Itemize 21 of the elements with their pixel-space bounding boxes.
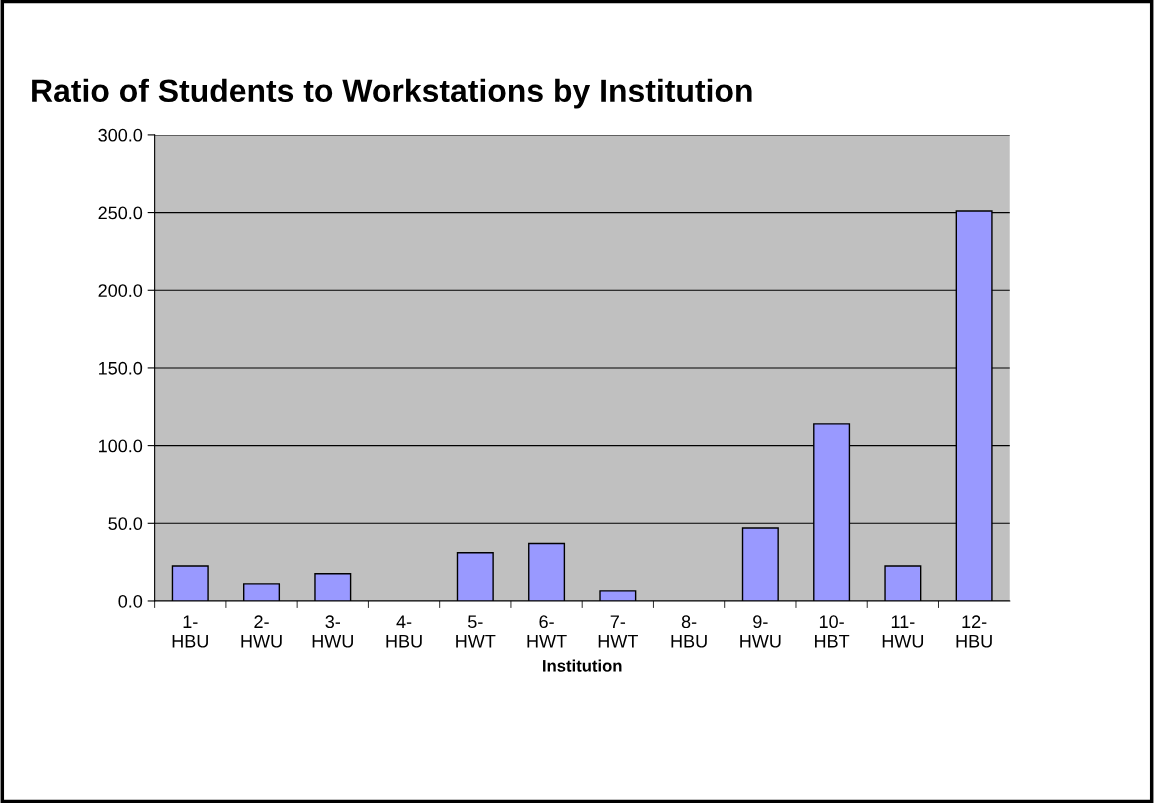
x-tick-label: 1- HBU bbox=[172, 615, 208, 648]
x-tick-label: 10- HBT bbox=[815, 615, 850, 648]
y-tick-label: 50.0 bbox=[108, 517, 143, 531]
x-tick-label: 4- HBU bbox=[386, 615, 422, 648]
x-tick-label: 8- HBU bbox=[671, 615, 707, 648]
x-tick-label: 5- HWT bbox=[456, 615, 496, 648]
y-tick-label: 250.0 bbox=[98, 206, 143, 220]
x-tick-label: 2- HWU bbox=[241, 615, 282, 648]
x-axis-title: Institution bbox=[543, 659, 622, 672]
y-tick-label: 200.0 bbox=[98, 284, 143, 297]
x-tick-label: 7- HWT bbox=[598, 615, 638, 648]
x-tick-label: 9- HWU bbox=[740, 615, 781, 648]
x-tick-label: 12- HBU bbox=[956, 615, 992, 648]
y-tick-label: 0.0 bbox=[118, 594, 143, 608]
chart-title: Ratio of Students to Workstations by Institution bbox=[32, 78, 752, 109]
x-tick-label: 6- HWT bbox=[527, 615, 567, 648]
y-tick-label: 150.0 bbox=[99, 361, 143, 375]
y-tick-label: 100.0 bbox=[99, 439, 143, 453]
x-tick-label: 11- HWU bbox=[882, 615, 924, 648]
x-tick-label: 3- HWU bbox=[312, 615, 353, 648]
y-tick-label: 300.0 bbox=[98, 128, 143, 142]
